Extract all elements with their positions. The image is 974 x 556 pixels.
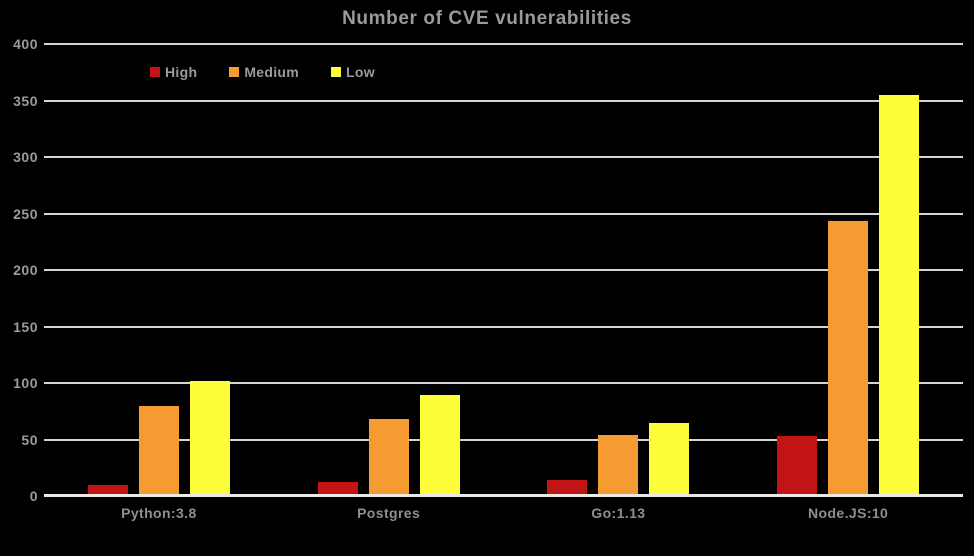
gridline-50 [44,438,963,441]
bar-low-python-3-8 [189,380,230,496]
bar-medium-go-1-13 [598,435,639,496]
y-tick-label-100: 100 [13,375,38,391]
y-tick-label-250: 250 [13,205,38,222]
bar-high-node-js-10 [777,436,818,496]
legend-label-medium: Medium [244,64,300,80]
plot-area: Python:3.8 Postgres Go:1.13 Node.JS:10 [44,43,963,521]
bar-group-go-1-13: Go:1.13 [504,44,734,521]
bar-group-postgres: Postgres [274,44,504,521]
y-tick-label-50: 50 [21,431,38,448]
bar-medium-postgres [368,419,409,496]
bar-group-node-js-10: Node.JS:10 [733,44,963,521]
bar-medium-node-js-10 [828,221,869,496]
y-tick-label-350: 350 [13,92,38,109]
legend-label-low: Low [346,64,375,80]
gridline-250 [44,212,963,215]
legend-swatch-high-icon [150,67,160,77]
x-axis-line [44,494,963,497]
chart-title: Number of CVE vulnerabilities [342,8,632,29]
legend-swatch-medium-icon [229,67,240,77]
bar-low-postgres [419,395,460,496]
x-axis-label-postgres: Postgres [357,505,421,521]
bar-group-python-3-8: Python:3.8 [44,44,274,521]
gridline-400 [44,43,963,45]
bar-medium-python-3-8 [138,405,179,496]
gridline-200 [44,269,963,271]
y-tick-label-0: 0 [29,488,38,504]
legend-item-low: Low [331,64,375,80]
bar-high-postgres [317,482,358,496]
gridline-100 [44,382,963,384]
y-tick-label-300: 300 [13,149,38,165]
bar-low-node-js-10 [879,94,920,496]
y-tick-label-150: 150 [13,318,38,335]
x-axis-label-go-1-13: Go:1.13 [591,505,646,521]
gridline-150 [44,325,963,328]
legend-item-high: High [150,64,197,80]
legend-label-high: High [165,64,198,80]
bar-high-go-1-13 [547,480,588,496]
x-axis-label-node-js-10: Node.JS:10 [808,505,889,521]
y-tick-label-400: 400 [13,36,38,52]
legend-swatch-low-icon [331,67,342,77]
bar-groups: Python:3.8 Postgres Go:1.13 Node.JS:10 [44,44,963,521]
y-tick-label-200: 200 [13,262,38,278]
gridline-300 [44,156,963,158]
gridline-350 [44,99,963,102]
bar-low-go-1-13 [649,422,690,496]
legend-item-medium: Medium [229,64,299,80]
y-axis-labels: 0 50 100 150 200 250 300 350 400 [0,0,38,556]
x-axis-label-python-3-8: Python:3.8 [121,505,197,521]
legend: High Medium Low [150,64,375,80]
bar-high-python-3-8 [87,484,128,496]
